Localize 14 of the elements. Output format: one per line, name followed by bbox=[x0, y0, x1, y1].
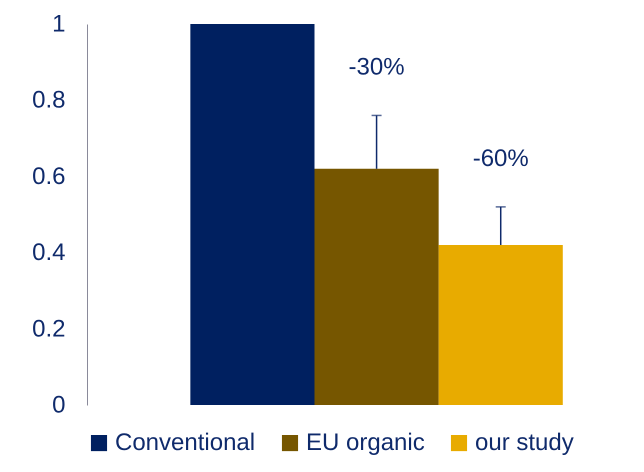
y-tick-label: 0.2 bbox=[32, 315, 66, 342]
annotation: -60% bbox=[472, 144, 529, 172]
y-tick-label: 0.4 bbox=[32, 239, 66, 266]
bar bbox=[190, 24, 314, 405]
y-tick-label: 0 bbox=[52, 392, 66, 418]
legend-label: Conventional bbox=[115, 429, 256, 456]
bar bbox=[438, 244, 563, 405]
y-tick-label: 0.8 bbox=[32, 86, 66, 114]
y-tick-label: 1 bbox=[52, 10, 66, 38]
bar bbox=[314, 168, 439, 405]
legend-label: our study bbox=[475, 429, 574, 456]
legend-label: EU organic bbox=[306, 429, 425, 456]
annotation: -30% bbox=[348, 53, 405, 80]
y-tick-label: 0.6 bbox=[32, 162, 66, 190]
